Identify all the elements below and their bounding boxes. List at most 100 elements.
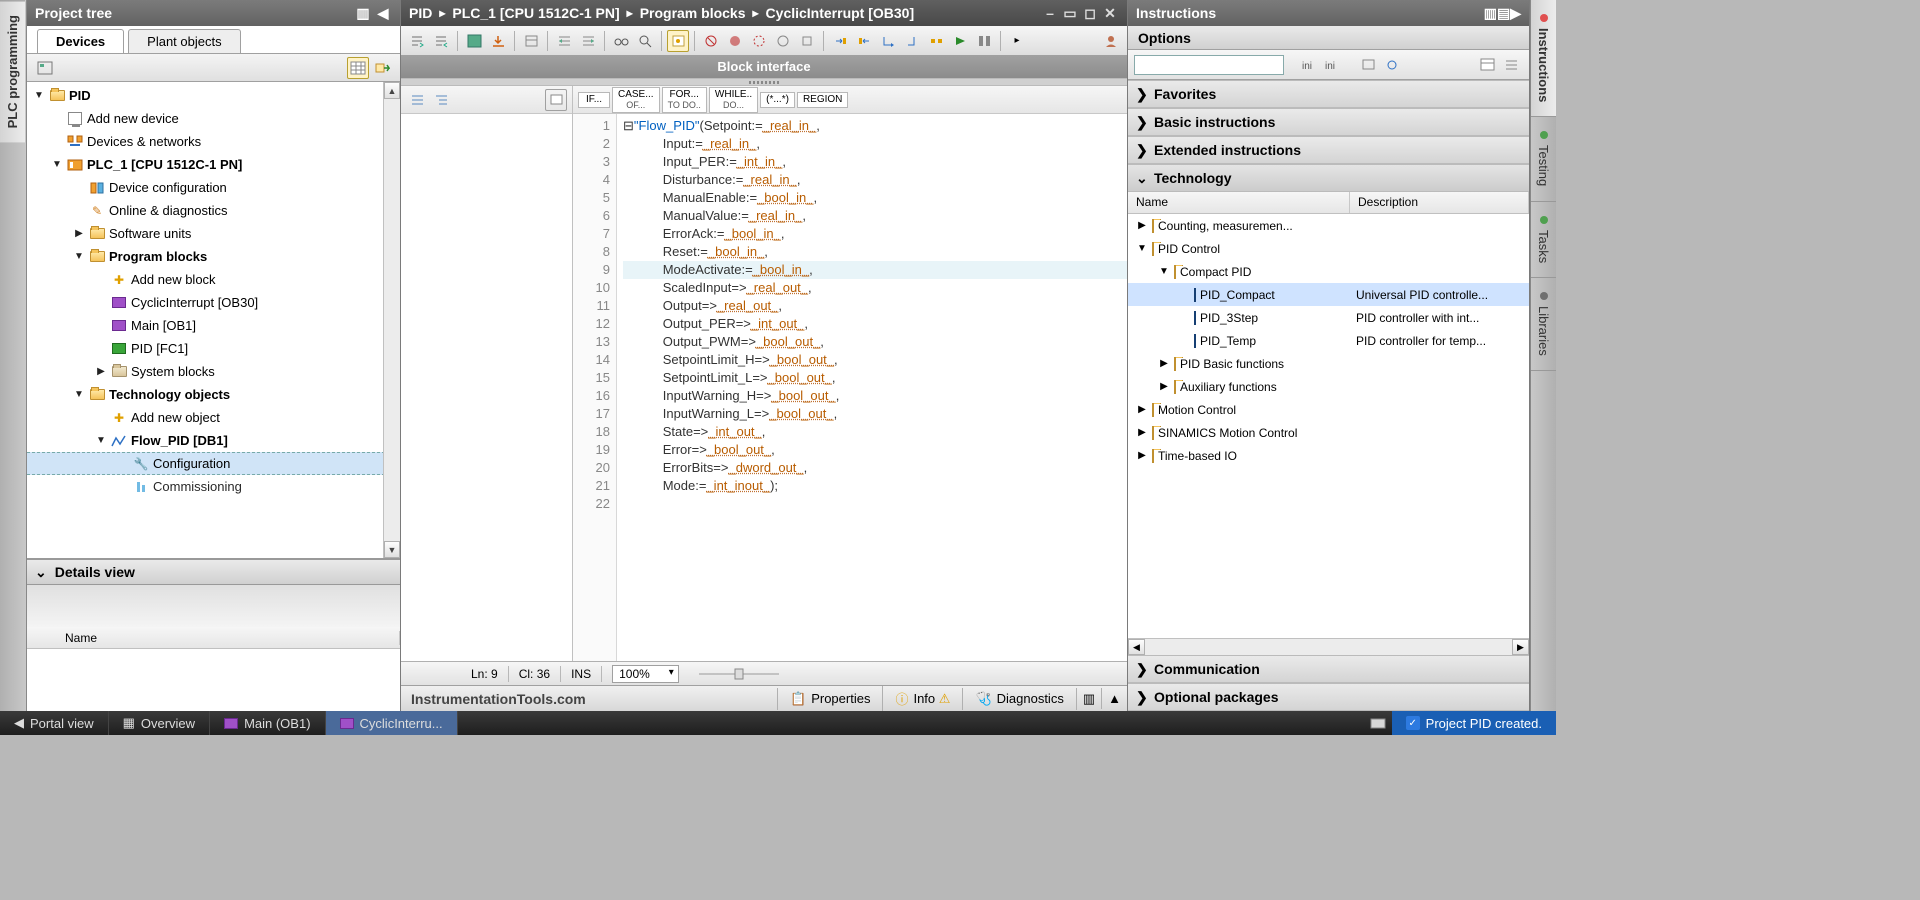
- cat-extended[interactable]: ❯Extended instructions: [1128, 136, 1529, 164]
- inode-time-io[interactable]: ▶Time-based IO: [1128, 444, 1529, 467]
- tab-properties[interactable]: 📋 Properties: [777, 688, 882, 710]
- inode-pid-3step[interactable]: PID_3Step PID controller with int...: [1128, 306, 1529, 329]
- etb-glasses-icon[interactable]: [610, 30, 632, 52]
- tree-configuration[interactable]: 🔧 Configuration: [27, 452, 400, 475]
- inode-counting[interactable]: ▶Counting, measuremen...: [1128, 214, 1529, 237]
- inode-pid-compact[interactable]: PID_Compact Universal PID controlle...: [1128, 283, 1529, 306]
- inode-sinamics[interactable]: ▶SINAMICS Motion Control: [1128, 421, 1529, 444]
- etb-step2-icon[interactable]: [853, 30, 875, 52]
- taskbar-portal-view[interactable]: ◀ Portal view: [0, 711, 109, 735]
- etb-step3-icon[interactable]: [877, 30, 899, 52]
- snip-case[interactable]: CASE...OF...: [612, 87, 660, 113]
- tree-main-ob1[interactable]: Main [OB1]: [27, 314, 400, 337]
- etb-step5-icon[interactable]: [925, 30, 947, 52]
- etb-more-icon[interactable]: ▸: [1006, 30, 1028, 52]
- inode-pid-control[interactable]: ▼PID Control: [1128, 237, 1529, 260]
- etb-bp5-icon[interactable]: [796, 30, 818, 52]
- hscroll-right-icon[interactable]: ▶: [1512, 639, 1529, 655]
- taskbar-cyclic-interrupt[interactable]: CyclicInterru...: [326, 711, 458, 735]
- instr-collapse-right-icon[interactable]: ▶: [1510, 5, 1521, 22]
- instructions-search-input[interactable]: [1134, 55, 1284, 75]
- vtab-plc-programming[interactable]: PLC programming: [0, 0, 25, 142]
- editor-max-icon[interactable]: ◻: [1081, 5, 1099, 21]
- etb-save-icon[interactable]: [463, 30, 485, 52]
- scroll-down-icon[interactable]: ▼: [384, 541, 400, 558]
- cat-basic[interactable]: ❯Basic instructions: [1128, 108, 1529, 136]
- scroll-up-icon[interactable]: ▲: [384, 82, 400, 99]
- block-interface-header[interactable]: Block interface: [401, 56, 1127, 78]
- etb-step1-icon[interactable]: [829, 30, 851, 52]
- tree-commissioning[interactable]: Commissioning: [27, 475, 400, 498]
- code-text[interactable]: ⊟"Flow_PID"(Setpoint:=_real_in_, Input:=…: [617, 114, 1127, 661]
- inode-pid-basic[interactable]: ▶PID Basic functions: [1128, 352, 1529, 375]
- instr-layout2-icon[interactable]: ▤: [1497, 5, 1510, 22]
- left-tb-box-icon[interactable]: [545, 89, 567, 111]
- breadcrumb-1[interactable]: PLC_1 [CPU 1512C-1 PN]: [452, 5, 619, 21]
- etb-download-icon[interactable]: [487, 30, 509, 52]
- etb-bp2-icon[interactable]: [724, 30, 746, 52]
- inode-motion[interactable]: ▶Motion Control: [1128, 398, 1529, 421]
- snip-for[interactable]: FOR...TO DO..: [662, 87, 707, 113]
- tree-tech-objects[interactable]: ▼ Technology objects: [27, 383, 400, 406]
- bottom-expand-icon[interactable]: ▲: [1101, 688, 1127, 709]
- opt-tb-list-icon[interactable]: [1500, 54, 1522, 76]
- tab-devices[interactable]: Devices: [37, 29, 124, 53]
- cat-communication[interactable]: ❯Communication: [1128, 655, 1529, 683]
- instr-layout-icon[interactable]: ▥: [1484, 5, 1497, 22]
- etb-step4-icon[interactable]: [901, 30, 923, 52]
- tab-info[interactable]: ⓘ Info ⚠: [882, 686, 962, 711]
- tree-root-pid[interactable]: ▼ PID: [27, 84, 400, 107]
- etb-2[interactable]: [430, 30, 452, 52]
- etb-user-icon[interactable]: [1100, 30, 1122, 52]
- cat-favorites[interactable]: ❯Favorites: [1128, 80, 1529, 108]
- opt-tb-1[interactable]: ini: [1297, 54, 1319, 76]
- code-area[interactable]: 12345678910111213141516171819202122 ⊟"Fl…: [573, 114, 1127, 661]
- tree-flow-pid[interactable]: ▼ Flow_PID [DB1]: [27, 429, 400, 452]
- etb-indent-icon[interactable]: [553, 30, 575, 52]
- etb-outdent-icon[interactable]: [577, 30, 599, 52]
- splitter-grip[interactable]: [401, 78, 1127, 86]
- opt-tb-grid-icon[interactable]: [1476, 54, 1498, 76]
- cat-optional[interactable]: ❯Optional packages: [1128, 683, 1529, 711]
- etb-highlighted-icon[interactable]: [667, 30, 689, 52]
- tree-software-units[interactable]: ▶ Software units: [27, 222, 400, 245]
- taskbar-main-ob1[interactable]: Main (OB1): [210, 711, 325, 735]
- instr-h-scroll[interactable]: ◀▶: [1128, 638, 1529, 655]
- tab-plant-objects[interactable]: Plant objects: [128, 29, 240, 53]
- opt-tb-4[interactable]: [1381, 54, 1403, 76]
- tree-pid-fc1[interactable]: PID [FC1]: [27, 337, 400, 360]
- left-tb-1[interactable]: [406, 89, 428, 111]
- tree-scrollbar[interactable]: ▲ ▼: [383, 82, 400, 558]
- tab-diagnostics[interactable]: 🩺 Diagnostics: [962, 688, 1075, 710]
- cat-technology[interactable]: ⌄Technology: [1128, 164, 1529, 192]
- snip-while[interactable]: WHILE..DO...: [709, 87, 758, 113]
- tree-tb-grid-icon[interactable]: [347, 57, 369, 79]
- inode-pid-temp[interactable]: PID_Temp PID controller for temp...: [1128, 329, 1529, 352]
- etb-bp4-icon[interactable]: [772, 30, 794, 52]
- tree-tb-go-icon[interactable]: [371, 57, 393, 79]
- breadcrumb-2[interactable]: Program blocks: [640, 5, 746, 21]
- snip-if[interactable]: IF...: [578, 92, 610, 108]
- editor-min-icon[interactable]: –: [1041, 5, 1059, 21]
- etb-1[interactable]: [406, 30, 428, 52]
- etb-step6-icon[interactable]: [949, 30, 971, 52]
- editor-close-icon[interactable]: ✕: [1101, 5, 1119, 21]
- inode-aux[interactable]: ▶Auxiliary functions: [1128, 375, 1529, 398]
- snip-region[interactable]: REGION: [797, 92, 848, 108]
- vtab-instructions[interactable]: Instructions: [1531, 0, 1556, 117]
- opt-tb-2[interactable]: ini: [1321, 54, 1343, 76]
- inode-compact-pid[interactable]: ▼Compact PID: [1128, 260, 1529, 283]
- tree-layout-icon[interactable]: ▥: [354, 5, 372, 21]
- tree-tb-1[interactable]: [34, 57, 56, 79]
- breadcrumb-0[interactable]: PID: [409, 5, 432, 21]
- vtab-testing[interactable]: Testing: [1531, 117, 1556, 201]
- bottom-layout-icon[interactable]: ▥: [1076, 688, 1101, 710]
- options-header[interactable]: Options: [1128, 26, 1529, 50]
- etb-bp1-icon[interactable]: [700, 30, 722, 52]
- tree-add-object[interactable]: ✚ Add new object: [27, 406, 400, 429]
- col-name[interactable]: Name: [1128, 192, 1350, 213]
- tree-collapse-left-icon[interactable]: ◀: [374, 5, 392, 21]
- taskbar-overview[interactable]: ▦ Overview: [109, 711, 210, 735]
- etb-step7-icon[interactable]: [973, 30, 995, 52]
- vtab-tasks[interactable]: Tasks: [1531, 202, 1556, 278]
